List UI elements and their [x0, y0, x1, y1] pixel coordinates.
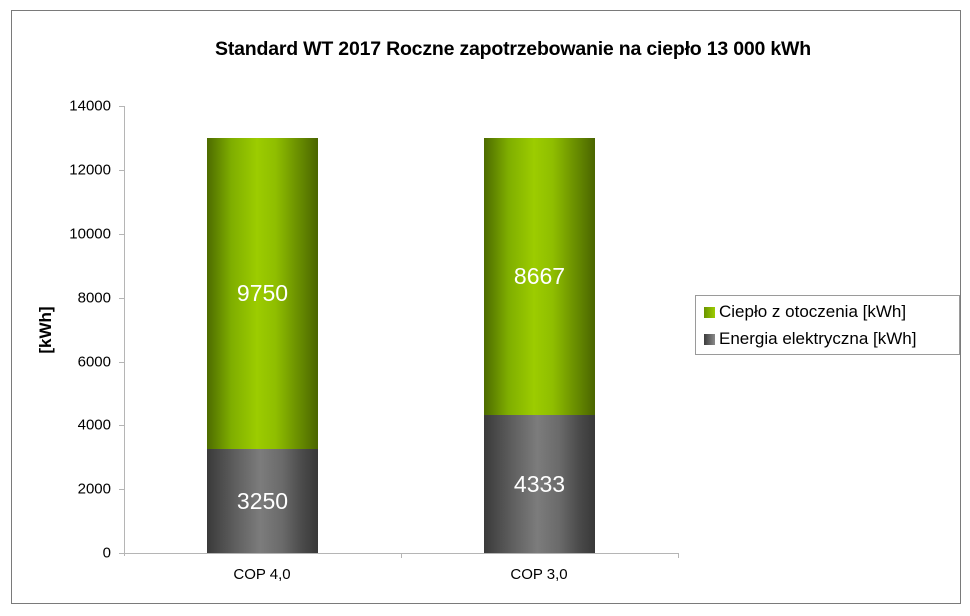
legend-item-energia[interactable]: Energia elektryczna [kWh]: [704, 329, 916, 349]
data-label: 3250: [236, 487, 289, 514]
y-tick: [119, 553, 124, 554]
legend-label: Ciepło z otoczenia [kWh]: [719, 302, 907, 321]
gray-swatch-icon: [704, 333, 715, 345]
y-tick-label: 8000: [77, 289, 111, 307]
y-tick-label: 12000: [69, 161, 111, 179]
y-tick-label: 4000: [77, 416, 111, 434]
x-tick: [401, 553, 402, 558]
y-axis-line: [124, 106, 125, 556]
y-tick-label: 10000: [69, 225, 111, 243]
bar-cop3-cieplo[interactable]: 8667: [484, 138, 595, 415]
x-category-label: COP 4,0: [233, 566, 291, 583]
legend-item-cieplo[interactable]: Ciepło z otoczenia [kWh]: [704, 302, 906, 322]
bar-cop4-energia[interactable]: 3250: [207, 449, 318, 553]
data-label: 4333: [513, 470, 566, 497]
y-tick: [119, 298, 124, 299]
y-tick-label: 6000: [77, 353, 111, 371]
y-tick: [119, 170, 124, 171]
y-tick: [119, 362, 124, 363]
y-tick: [119, 489, 124, 490]
y-tick-label: 0: [102, 544, 111, 562]
legend: Ciepło z otoczenia [kWh] Energia elektry…: [695, 295, 960, 355]
bar-cop3-energia[interactable]: 4333: [484, 415, 595, 553]
y-tick: [119, 106, 124, 107]
legend-label: Energia elektryczna [kWh]: [719, 329, 917, 348]
y-tick: [119, 234, 124, 235]
green-swatch-icon: [704, 306, 715, 318]
x-tick: [678, 553, 679, 558]
y-axis-title: [kWh]: [36, 306, 55, 354]
data-label: 9750: [236, 280, 289, 306]
bar-cop4-cieplo[interactable]: 9750: [207, 138, 318, 449]
x-category-label: COP 3,0: [510, 566, 568, 583]
y-tick-label: 14000: [69, 97, 111, 115]
y-tick: [119, 425, 124, 426]
y-tick-label: 2000: [77, 480, 111, 498]
data-label: 8667: [513, 263, 566, 289]
chart-title: Standard WT 2017 Roczne zapotrzebowanie …: [215, 38, 811, 60]
